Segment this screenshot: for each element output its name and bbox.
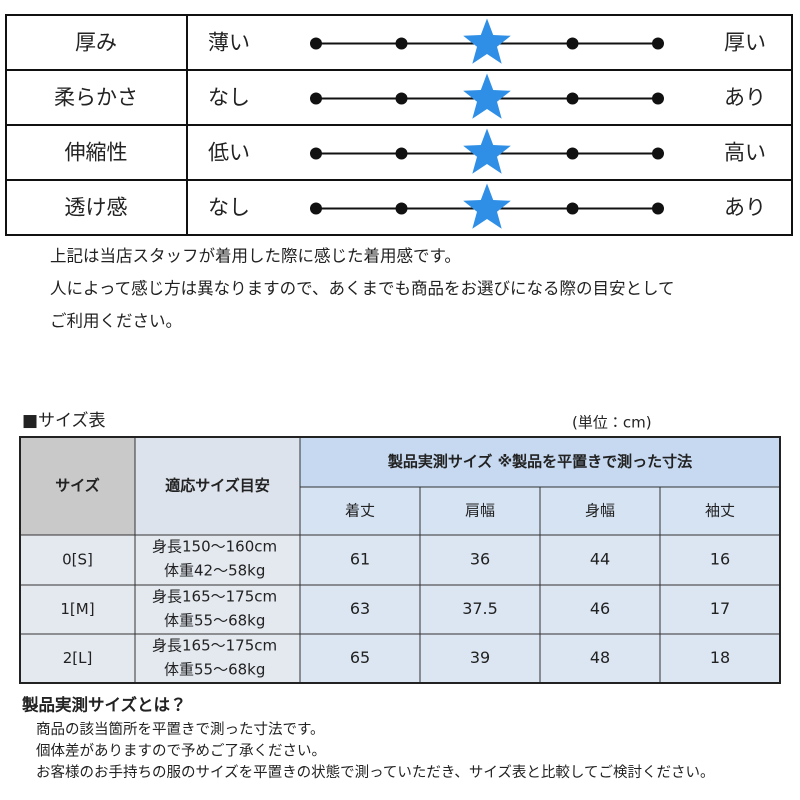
scale-dot (652, 147, 664, 160)
footer-title: 製品実測サイズとは？ (21, 695, 187, 715)
size-value: 65 (350, 648, 370, 667)
level-star (463, 18, 511, 64)
unit: (単位：cm) (572, 414, 652, 432)
scale-dot (652, 202, 664, 215)
cell (134, 584, 301, 635)
note: 上記は当店スタッフが着用した際に感じた着用感です。 (50, 247, 461, 266)
note: 人によって感じ方は異なりますので、あくまでも商品をお選びになる際の目安として (50, 279, 675, 298)
scale-dot (566, 147, 579, 160)
size-table-border (19, 436, 781, 684)
scale-dot (310, 202, 322, 215)
scale-dot (652, 37, 664, 50)
cell (134, 633, 301, 684)
cell (419, 584, 541, 635)
size-name: 0[S] (62, 551, 93, 569)
size-value: 46 (590, 599, 610, 618)
fit-line: 身長165～175cm (152, 637, 277, 655)
size-value: 63 (350, 599, 370, 618)
feel-label: 透け感 (65, 196, 128, 220)
size-value: 16 (710, 550, 730, 569)
feel-label: 伸縮性 (65, 141, 128, 165)
cell (19, 534, 136, 586)
scale-dot (310, 147, 322, 160)
column-header: 着丈 (345, 502, 375, 520)
size-value: 44 (590, 550, 610, 569)
header-size: サイズ (55, 477, 100, 495)
size-value: 36 (470, 550, 490, 569)
fit-line: 身長165～175cm (152, 588, 277, 606)
footer-line: 商品の該当箇所を平置きで測った寸法です。 (36, 721, 325, 738)
scale-dot (566, 202, 579, 215)
cell (659, 584, 781, 635)
fit-line: 体重55～68kg (164, 612, 265, 630)
footer-line: 個体差がありますので予めご了承ください。 (36, 743, 326, 760)
scale-dot (566, 92, 579, 105)
feel-left: なし (208, 196, 250, 220)
feel-left: なし (208, 86, 250, 110)
header-measured: 製品実測サイズ ※製品を平置きで測った寸法 (387, 453, 692, 471)
cell (419, 633, 541, 684)
feel-left: 低い (208, 141, 250, 165)
scale-dot (395, 37, 408, 50)
level-star (463, 73, 511, 119)
cell (539, 486, 661, 536)
footer-line: お客様のお手持ちの服のサイズを平置きの状態で測っていただき、サイズ表と比較してご… (36, 764, 714, 781)
cell (539, 633, 661, 684)
column-header: 身幅 (585, 502, 615, 520)
fit-line: 体重42～58kg (164, 562, 265, 580)
column-header: 肩幅 (465, 502, 495, 520)
size-value: 37.5 (462, 599, 498, 618)
scale-dot (395, 202, 408, 215)
cell (134, 534, 301, 586)
header-fit: 適応サイズ目安 (165, 477, 270, 495)
feel-right: 高い (724, 141, 766, 165)
scale-dot (566, 37, 579, 50)
scale-dot (395, 92, 408, 105)
size-value: 17 (710, 599, 730, 618)
size-name: 1[M] (60, 600, 94, 618)
cell (299, 584, 421, 635)
cell (539, 534, 661, 586)
cell (419, 486, 541, 536)
cell (299, 534, 421, 586)
scale-dot (310, 37, 322, 50)
cell (19, 584, 136, 635)
size-value: 48 (590, 648, 610, 667)
feel-label: 柔らかさ (54, 86, 138, 110)
note: ご利用ください。 (50, 312, 182, 331)
scale-dot (310, 92, 322, 105)
cell (659, 633, 781, 684)
feel-right: あり (724, 196, 766, 220)
size-value: 61 (350, 550, 370, 569)
feel-label: 厚み (75, 31, 117, 55)
size-value: 39 (470, 648, 490, 667)
cell (299, 486, 421, 536)
feel-right: あり (724, 86, 766, 110)
column-header: 袖丈 (705, 502, 735, 520)
feel-right: 厚い (724, 31, 766, 55)
size-value: 18 (710, 648, 730, 667)
section-title: ■サイズ表 (22, 411, 106, 431)
scale-dot (652, 92, 664, 105)
size-name: 2[L] (63, 649, 93, 667)
level-star (463, 183, 511, 229)
level-star (463, 128, 511, 174)
fit-line: 身長150～160cm (152, 538, 277, 556)
feel-left: 薄い (208, 31, 250, 55)
scale-dot (395, 147, 408, 160)
fit-line: 体重55～68kg (164, 661, 265, 679)
cell (539, 584, 661, 635)
